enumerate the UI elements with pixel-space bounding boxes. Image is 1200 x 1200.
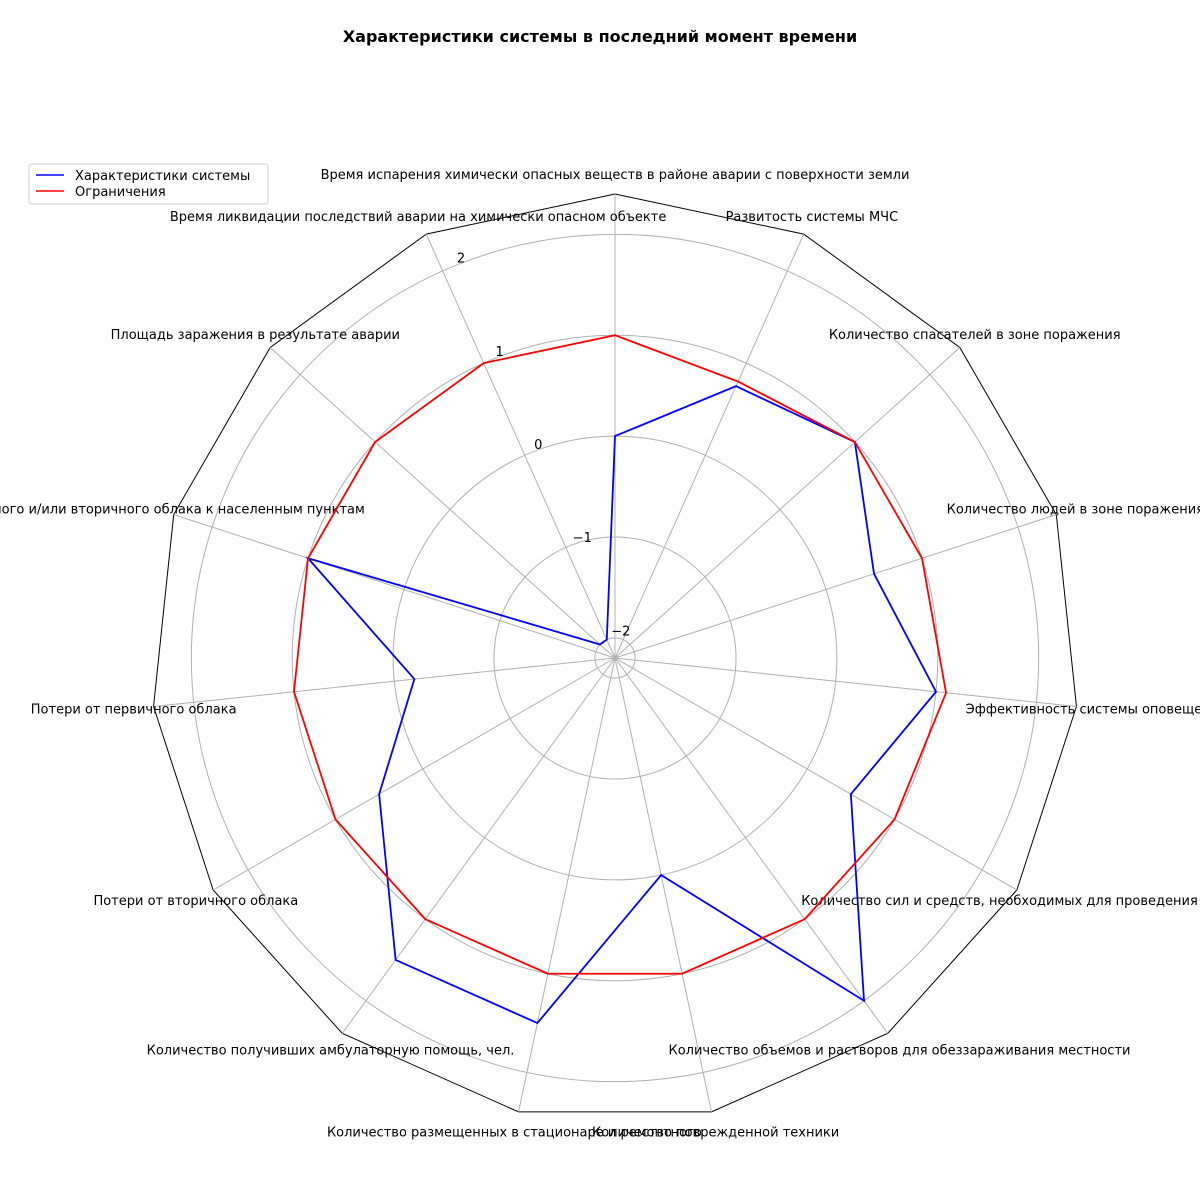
grid-spoke	[425, 233, 616, 659]
series-line	[305, 385, 938, 1025]
category-label: Площадь заражения в результате аварии	[111, 328, 400, 343]
category-label: Потери от вторичного облака	[93, 894, 298, 909]
legend: Характеристики системы Ограничения	[28, 163, 269, 205]
chart-title: Характеристики системы в последний момен…	[343, 27, 857, 46]
category-label: первичного и/или вторичного облака к нас…	[0, 502, 365, 517]
grid-spoke	[614, 233, 805, 659]
data-series	[293, 334, 947, 1025]
grid-spoke	[614, 657, 1077, 707]
radial-tick-label: −1	[573, 531, 592, 546]
series-0	[305, 385, 938, 1025]
grid-spoke	[614, 514, 1057, 659]
grid-spoke	[269, 347, 616, 659]
grid-spoke	[518, 657, 616, 1112]
grid-spoke	[341, 657, 616, 1034]
category-label: Количество сил и средств, необходимых дл…	[801, 894, 1200, 909]
category-label: Время испарения химически опасных вещест…	[321, 168, 910, 183]
category-label: Количество размещенных в стационаре и ре…	[327, 1125, 702, 1140]
category-label: Время ликвидации последствий аварии на х…	[170, 210, 666, 225]
grid-spoke	[614, 657, 889, 1034]
radial-tick-label: −2	[611, 624, 630, 639]
grid-spoke	[173, 514, 616, 659]
radial-tick-label: 1	[495, 345, 503, 360]
series-line	[293, 334, 947, 975]
radar-grid	[153, 194, 1077, 1112]
category-label: Количество получивших амбулаторную помощ…	[147, 1044, 515, 1059]
category-label: Потери от первичного облака	[31, 703, 237, 718]
category-label: Количество поврежденной техники	[592, 1125, 839, 1140]
radial-tick-label: 0	[534, 438, 542, 453]
radial-tick-label: 2	[457, 252, 465, 267]
grid-spoke	[153, 657, 616, 707]
grid-spoke	[614, 657, 712, 1112]
legend-label-1: Ограничения	[75, 185, 166, 200]
category-label: Количество объемов и растворов для обезз…	[668, 1044, 1130, 1059]
category-label: Развитость системы МЧС	[726, 210, 899, 225]
category-label: Количество спасателей в зоне поражения	[829, 328, 1121, 343]
grid-spoke	[614, 657, 1018, 891]
category-label: Эффективность системы оповещения	[966, 703, 1200, 718]
outer-frame	[153, 193, 1077, 1113]
category-labels: Время испарения химически опасных вещест…	[0, 168, 1200, 1140]
grid-spoke	[212, 657, 616, 891]
category-label: Количество людей в зоне поражения	[947, 502, 1200, 517]
legend-label-0: Характеристики системы	[75, 169, 250, 184]
grid-spoke	[614, 347, 961, 659]
legend-box	[28, 163, 269, 205]
radar-frame	[153, 193, 1077, 1113]
series-1	[293, 334, 947, 975]
radial-tick-labels: −2 −1 0 1 2	[457, 252, 631, 640]
